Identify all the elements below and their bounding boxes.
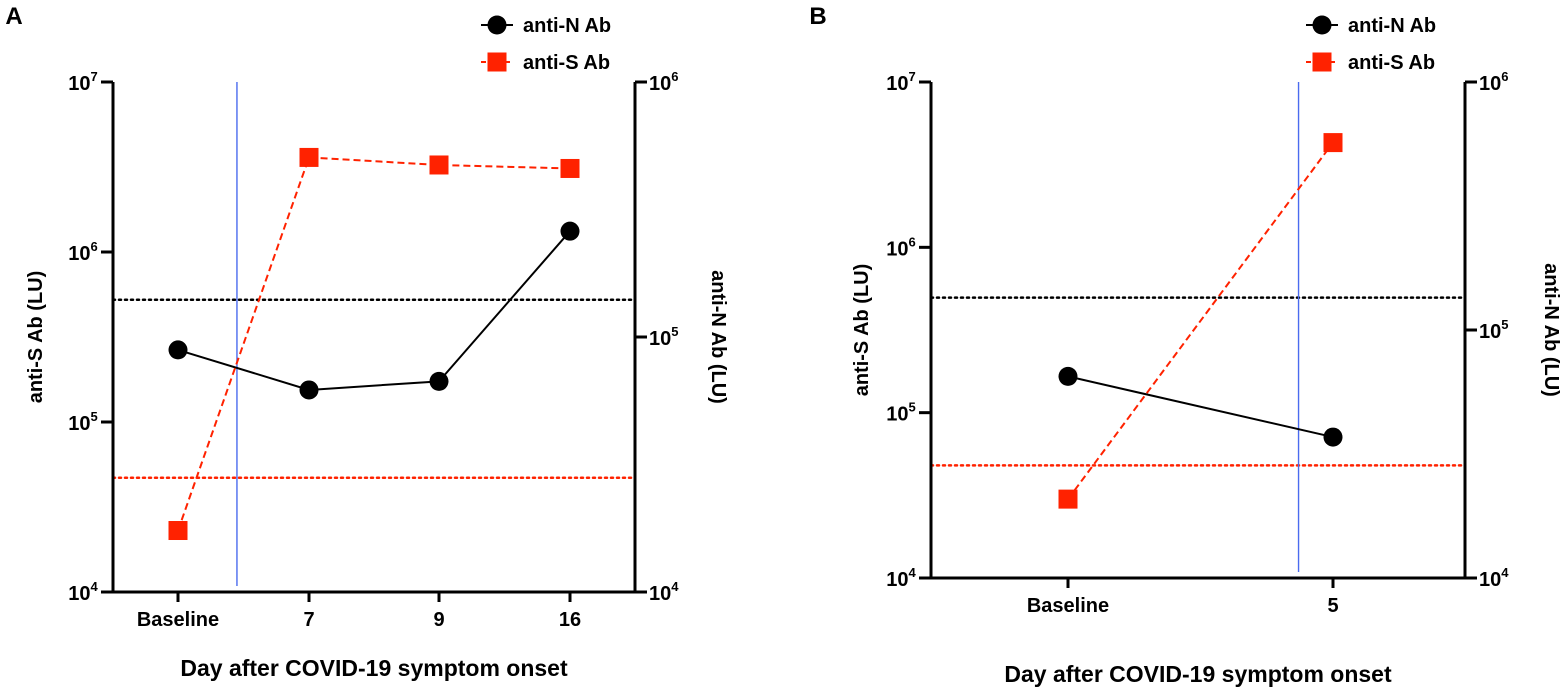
anti-s-point: [1323, 133, 1343, 153]
right-tick-label: 106: [649, 69, 678, 95]
panel-b: B 104 105 106 107 104 105 106 Baseline 5 Day after…: [809, 3, 1560, 687]
legend-item-anti-s: anti-S Ab: [1306, 52, 1435, 74]
left-tick-label: 106: [886, 234, 915, 260]
x-axis-title: Day after COVID-19 symptom onset: [1004, 661, 1392, 687]
x-tick-label: Baseline: [137, 609, 219, 631]
right-tick-label: 104: [649, 579, 679, 605]
right-tick-label: 105: [649, 324, 678, 350]
x-tick-label: 7: [303, 609, 314, 631]
series-line-anti-n: [177, 230, 571, 391]
legend-circle-marker: [1312, 15, 1332, 35]
x-axis-title: Day after COVID-19 symptom onset: [180, 655, 568, 681]
anti-n-point: [560, 221, 580, 241]
series-line-anti-s: [1067, 142, 1334, 500]
left-tick-label: 106: [68, 239, 97, 265]
anti-s-point: [1058, 489, 1078, 509]
anti-s-point: [429, 155, 449, 175]
anti-s-point: [299, 147, 319, 167]
legend-label: anti-N Ab: [523, 15, 611, 37]
anti-n-point: [1323, 427, 1343, 447]
legend-item-anti-s: anti-S Ab: [481, 52, 610, 74]
x-tick-label: 5: [1327, 595, 1338, 617]
left-tick-label: 107: [886, 69, 915, 95]
x-tick-label: 9: [433, 609, 444, 631]
left-tick-label: 105: [68, 409, 97, 435]
left-tick-label: 105: [886, 400, 915, 426]
legend-item-anti-n: anti-N Ab: [481, 15, 611, 37]
right-tick-label: 105: [1479, 317, 1508, 343]
left-tick-label: 107: [68, 69, 97, 95]
right-axis-title: anti-N Ab (LU): [1540, 263, 1560, 397]
legend-label: anti-N Ab: [1348, 15, 1436, 37]
right-tick-label: 106: [1479, 69, 1508, 95]
panel-letter: A: [5, 3, 22, 30]
panel-a: A 104 105 106 107 104 105 106 Baseline 7 9 16 Day af…: [5, 3, 729, 681]
left-tick-label: 104: [68, 579, 98, 605]
panel-letter: B: [809, 3, 826, 30]
legend-square-marker: [487, 52, 507, 72]
legend-circle-marker: [487, 15, 507, 35]
x-tick-label: 16: [559, 609, 581, 631]
legend-square-marker: [1312, 52, 1332, 72]
anti-n-point: [429, 371, 449, 391]
series-line-anti-n: [1067, 375, 1334, 439]
right-axis-title: anti-N Ab (LU): [707, 270, 729, 404]
legend-label: anti-S Ab: [523, 52, 610, 74]
left-tick-label: 104: [886, 565, 916, 591]
left-axis-title: anti-S Ab (LU): [25, 271, 47, 404]
anti-s-point: [168, 521, 188, 541]
anti-n-point: [168, 340, 188, 360]
x-tick-label: Baseline: [1027, 595, 1109, 617]
anti-n-point: [1058, 366, 1078, 386]
left-axis-title: anti-S Ab (LU): [851, 264, 873, 397]
legend-label: anti-S Ab: [1348, 52, 1435, 74]
anti-n-point: [299, 380, 319, 400]
legend-item-anti-n: anti-N Ab: [1306, 15, 1436, 37]
anti-s-point: [560, 158, 580, 178]
right-tick-label: 104: [1479, 565, 1509, 591]
